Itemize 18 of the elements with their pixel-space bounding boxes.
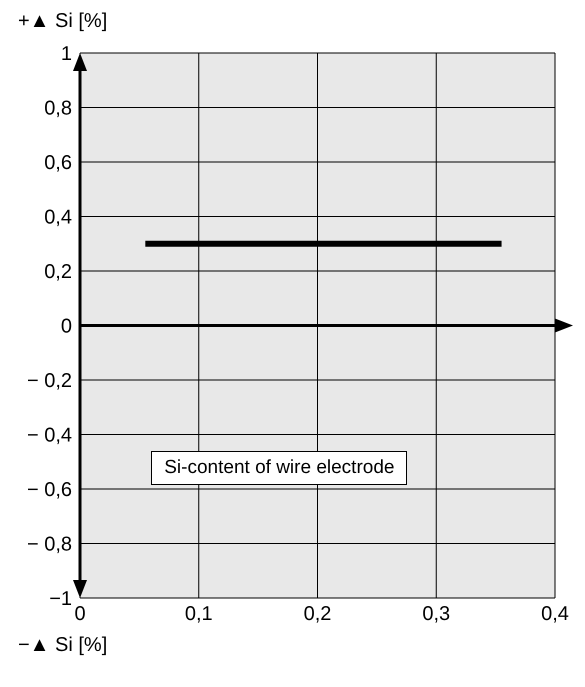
y-tick-label: − 0,2 bbox=[26, 370, 72, 392]
x-tick-label: 0,2 bbox=[304, 603, 332, 626]
y-tick-label: − 0,6 bbox=[26, 479, 72, 502]
x-tick-label: 0,3 bbox=[422, 603, 450, 626]
y-tick-label: 0,6 bbox=[44, 152, 72, 174]
x-tick-label: 0,4 bbox=[541, 603, 569, 626]
y-tick-label: 1 bbox=[60, 43, 72, 66]
y-tick-label: 0,2 bbox=[44, 261, 72, 284]
y-axis-title: +▲ Si [%] bbox=[18, 10, 108, 33]
text: −▲ Si [%] bbox=[18, 634, 108, 657]
x-tick-label: 0,1 bbox=[184, 603, 213, 626]
y-tick-label: 0 bbox=[60, 316, 72, 338]
y-tick-label: 0,4 bbox=[44, 206, 72, 229]
annotation: Si-content of wire electrode bbox=[151, 450, 408, 485]
y-tick-label: − 0,8 bbox=[26, 534, 72, 556]
y-tick-label: 0,8 bbox=[44, 98, 72, 120]
y-tick-label: −1 bbox=[49, 588, 72, 610]
y-tick-label: − 0,4 bbox=[26, 424, 72, 447]
